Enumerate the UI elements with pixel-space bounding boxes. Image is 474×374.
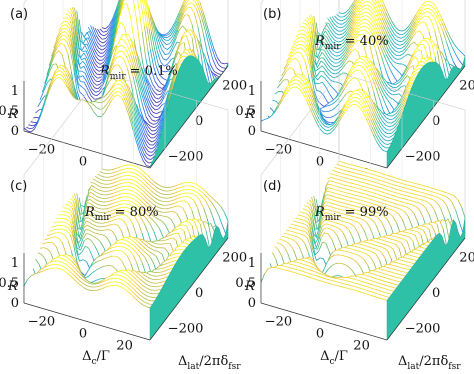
surface-line [63, 208, 67, 209]
surface-line [169, 187, 173, 188]
surface-line [325, 191, 329, 192]
surface-line [94, 290, 98, 291]
surface-line [31, 122, 35, 123]
surface-line [51, 264, 55, 265]
surface-line [182, 243, 186, 244]
surface-line [188, 189, 192, 190]
z-tick-label: 1 [248, 84, 256, 99]
surface-line [222, 68, 226, 69]
z-tick-label: 0 [248, 124, 256, 139]
surface-line [375, 238, 379, 239]
x-tick-label: 20 [116, 339, 133, 354]
annotation-subscript: mir [95, 213, 111, 223]
surface-line [429, 239, 433, 240]
y-tick-label: 200 [222, 250, 247, 265]
surface-line [108, 177, 112, 178]
y-tick-label: −200 [168, 322, 204, 337]
z-tick-label: 1 [11, 256, 19, 271]
z-tick-label: 0 [11, 124, 19, 139]
y-tick-label: 0 [432, 114, 440, 129]
surface-line [77, 99, 81, 100]
surface-line [387, 130, 391, 131]
x-tick-label: 0 [79, 155, 87, 170]
y-tick-label: 0 [195, 286, 203, 301]
panel-label: (b) [263, 7, 281, 22]
surface-line [89, 287, 93, 288]
surface-line [63, 28, 67, 29]
surface-line [401, 232, 405, 233]
surface-line [420, 44, 424, 45]
z-tick-label: 1 [11, 84, 19, 99]
panel-label: (c) [10, 179, 27, 194]
surface-line [399, 257, 403, 258]
surface-line [181, 250, 185, 251]
y-tick-label: 0 [195, 114, 203, 129]
surface-line [56, 268, 60, 269]
annotation-text: = 40% [341, 34, 389, 49]
annotation-text: = 0.1% [126, 64, 178, 79]
surface-line [62, 215, 66, 216]
surface-line [113, 250, 117, 251]
surface-line [29, 125, 32, 126]
surface-line [398, 232, 402, 233]
y-tick-label: −200 [168, 150, 204, 165]
surface-line [83, 51, 87, 52]
z-axis-label: R [7, 279, 18, 294]
z-axis-label: R [7, 107, 18, 122]
annotation-symbol: R [99, 64, 110, 79]
surface-line [150, 297, 154, 298]
annotation-text: = 80% [111, 205, 159, 220]
surface-line [187, 7, 191, 8]
z-tick-label: 0 [11, 296, 19, 311]
surface-line [184, 186, 188, 187]
panel-label: (a) [10, 7, 28, 22]
surface-line [335, 263, 339, 264]
y-tick-label: 200 [222, 78, 247, 93]
surface-line [299, 44, 303, 45]
surface-line [156, 244, 160, 245]
surface-line [299, 34, 303, 35]
surface-line [387, 140, 391, 141]
x-tick-label: −20 [265, 142, 292, 157]
surface-line [220, 71, 224, 72]
surface-line [167, 194, 171, 195]
surface-line [33, 117, 37, 118]
x-tick-label: 0 [79, 327, 87, 342]
y-tick-label: 200 [459, 78, 474, 93]
annotation-subscript: mir [325, 42, 341, 52]
panel: −200202000−20010.50R(b)Rmir = 40% [235, 0, 474, 182]
z-axis-label: R [244, 107, 255, 122]
x-tick-label: −20 [28, 142, 55, 157]
surface-line [343, 73, 347, 74]
annotation-symbol: R [314, 34, 325, 49]
surface-line [149, 304, 153, 305]
annotation-symbol: R [84, 205, 95, 220]
surface-line [109, 170, 113, 171]
panel: −200202000−20010.50R(a)Rmir = 0.1% [0, 0, 247, 182]
surface-line [110, 282, 114, 283]
surface-line [49, 242, 53, 243]
y-tick-label: −200 [405, 150, 441, 165]
x-tick-label: 0 [316, 155, 324, 170]
x-tick-label: −20 [28, 314, 55, 329]
surface-line [166, 212, 170, 213]
surface-line [405, 254, 409, 255]
surface-line [105, 265, 109, 266]
surface-line [129, 172, 133, 173]
annotation-subscript: mir [110, 72, 126, 82]
